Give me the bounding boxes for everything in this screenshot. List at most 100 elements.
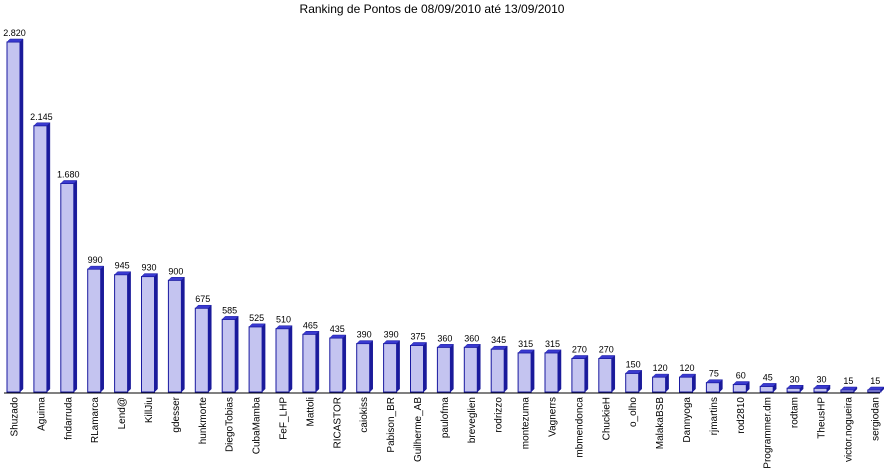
bar-caiokiss: 390 caiokiss (356, 330, 374, 433)
category-label: sergiodan (870, 397, 881, 441)
bar-top (490, 345, 508, 350)
bar-top (113, 271, 132, 275)
bars-group: 2.820 Shuzado 2.145 Aguima 1.680 fndarruda 990… (3, 28, 884, 469)
bar-front (383, 343, 398, 393)
value-label: 60 (736, 371, 746, 381)
bar-front (410, 344, 424, 393)
bar-front (60, 182, 75, 393)
category-label: KillJiu (144, 397, 155, 423)
value-label: 15 (843, 376, 853, 386)
bar-o_olho: 150 o_olho (625, 359, 643, 427)
bar-top (732, 381, 750, 385)
bar-top (356, 340, 374, 344)
bar-top (517, 349, 535, 354)
bar-front (544, 352, 559, 393)
bar-front (87, 268, 102, 393)
bar-Mattoli: 465 Mattoli (302, 320, 320, 426)
category-label: Aguima (36, 397, 47, 431)
bar-front (248, 326, 263, 393)
bar-top (382, 340, 401, 344)
category-label: Guilherme_AB (413, 397, 424, 462)
bar-front (732, 384, 747, 393)
value-label: 120 (679, 363, 694, 373)
category-label: o_olho (628, 397, 639, 427)
bar-top (544, 349, 562, 354)
bar-DiegoTobias: 585 DiegoTobias (221, 305, 239, 452)
value-label: 930 (141, 263, 156, 273)
bar-top (598, 355, 616, 359)
bar-Dannyoga: 120 Dannyoga (678, 363, 697, 443)
category-label: MalakaBSB (655, 397, 666, 450)
bar-top (759, 383, 777, 387)
bar-top (463, 344, 481, 348)
bar-front (167, 279, 182, 393)
bar-KillJiu: 930 KillJiu (140, 263, 159, 423)
value-label: 360 (464, 333, 479, 343)
bar-front (813, 387, 828, 393)
category-label: victor.nogueira (843, 397, 854, 462)
bar-front (652, 376, 667, 393)
bar-sergiodan: 15 sergiodan (867, 376, 884, 441)
value-label: 15 (870, 376, 880, 386)
bar-RICASTOR: 435 RICASTOR (329, 324, 347, 449)
bar-front (356, 343, 371, 393)
bar-front (194, 307, 209, 393)
bar-top (302, 331, 320, 335)
value-label: 270 (572, 344, 587, 354)
value-label: 585 (222, 305, 237, 315)
bar-Vagnerrs: 315 Vagnerrs (544, 339, 562, 437)
category-label: rod2810 (736, 397, 747, 434)
value-label: 270 (599, 344, 614, 354)
category-label: rjmartins (709, 397, 720, 435)
category-label: paulofma (440, 397, 451, 439)
category-label: hunkmorte (198, 397, 209, 445)
bar-Guilherme_AB: 375 Guilherme_AB (409, 331, 428, 462)
bar-top (194, 304, 212, 309)
value-label: 675 (195, 294, 210, 304)
bar-FeF_LHP: 510 FeF_LHP (275, 315, 293, 440)
value-label: 1.680 (57, 169, 80, 179)
bar-victor.nogueira: 15 victor.nogueira (840, 376, 858, 462)
bar-front (463, 346, 478, 393)
bar-top (651, 373, 670, 378)
bar-top (705, 379, 724, 383)
bar-top (329, 334, 347, 339)
bar-top (248, 323, 266, 328)
bar-front (329, 337, 344, 393)
value-label: 45 (763, 372, 773, 382)
bar-front (221, 318, 236, 393)
value-label: 900 (168, 266, 183, 276)
value-label: 315 (545, 339, 560, 349)
category-label: Lend@ (117, 397, 128, 429)
value-label: 360 (437, 333, 452, 343)
category-label: Shuzado (10, 397, 21, 437)
category-label: Mattoli (305, 397, 316, 426)
bar-top (140, 273, 159, 277)
bar-MalakaBSB: 120 MalakaBSB (651, 363, 670, 450)
chart-title: Ranking de Pontos de 08/09/2010 até 13/0… (300, 2, 565, 16)
bar-top (867, 386, 884, 391)
category-label: rodrizzo (494, 397, 505, 433)
bar-front (6, 41, 21, 393)
category-label: DiegoTobias (225, 397, 236, 452)
value-label: 120 (653, 363, 668, 373)
bar-front (786, 387, 801, 393)
value-label: 345 (491, 335, 506, 345)
bar-front (598, 357, 613, 393)
bar-montezuma: 315 montezuma (517, 339, 535, 449)
value-label: 150 (626, 359, 641, 369)
value-label: 465 (303, 320, 318, 330)
category-label: ChuckieH (601, 397, 612, 440)
bar-top (221, 316, 239, 320)
category-label: caiokiss (359, 397, 370, 433)
value-label: 990 (88, 255, 103, 265)
bar-rodtam: 30 rodtam (786, 374, 804, 428)
category-label: RICASTOR (332, 397, 343, 449)
bar-Aguima: 2.145 Aguima (30, 112, 53, 431)
value-label: 375 (410, 331, 425, 341)
bar-rod2810: 60 rod2810 (732, 371, 750, 434)
bar-front (275, 328, 290, 393)
bar-top (87, 265, 105, 270)
category-label: mbmendonca (574, 397, 585, 458)
category-label: FeF_LHP (279, 397, 290, 440)
